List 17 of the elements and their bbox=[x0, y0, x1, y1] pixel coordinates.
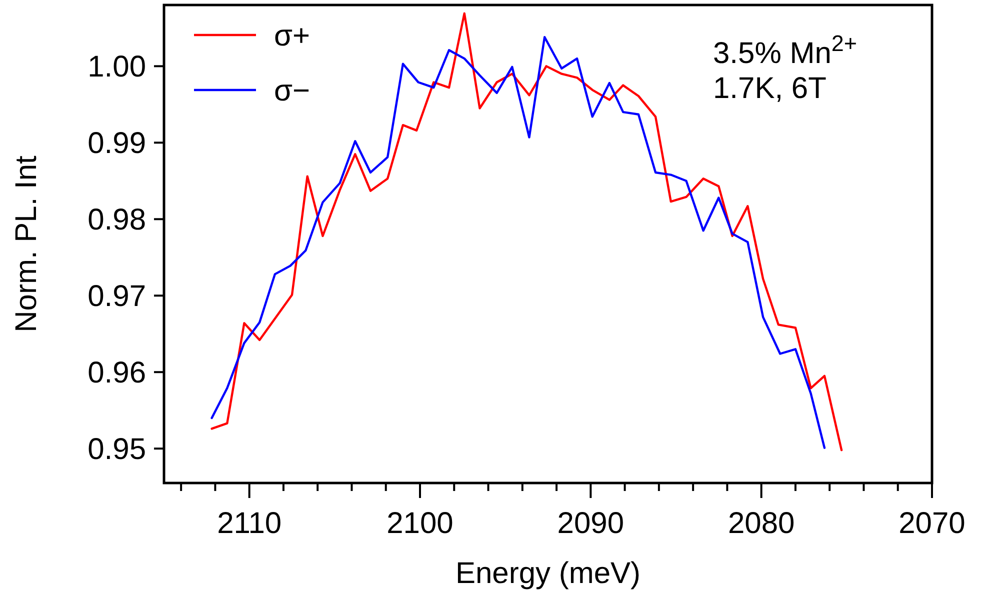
y-tick-label: 0.98 bbox=[88, 204, 146, 237]
x-tick-label: 2110 bbox=[217, 507, 282, 540]
x-tick-label: 2070 bbox=[898, 507, 966, 540]
legend-label: σ+ bbox=[274, 20, 310, 52]
y-tick-label: 0.96 bbox=[88, 356, 146, 390]
y-tick-label: 0.97 bbox=[88, 280, 146, 314]
y-tick-label: 1.00 bbox=[88, 50, 146, 84]
y-tick-label: 0.99 bbox=[88, 127, 146, 160]
annotation: 1.7K, 6T bbox=[713, 72, 826, 105]
legend-label: σ− bbox=[274, 74, 310, 108]
annotation: 3.5% Mn$^{2+}$ bbox=[713, 30, 858, 70]
x-tick-label: 2080 bbox=[728, 507, 795, 540]
x-axis-title: Energy (meV) bbox=[455, 557, 641, 590]
x-tick-label: 2100 bbox=[386, 507, 454, 540]
x-tick-label: 2090 bbox=[557, 507, 624, 540]
y-tick-label: 0.95 bbox=[88, 433, 146, 466]
y-axis-title: Norm. PL. Int bbox=[10, 154, 43, 332]
